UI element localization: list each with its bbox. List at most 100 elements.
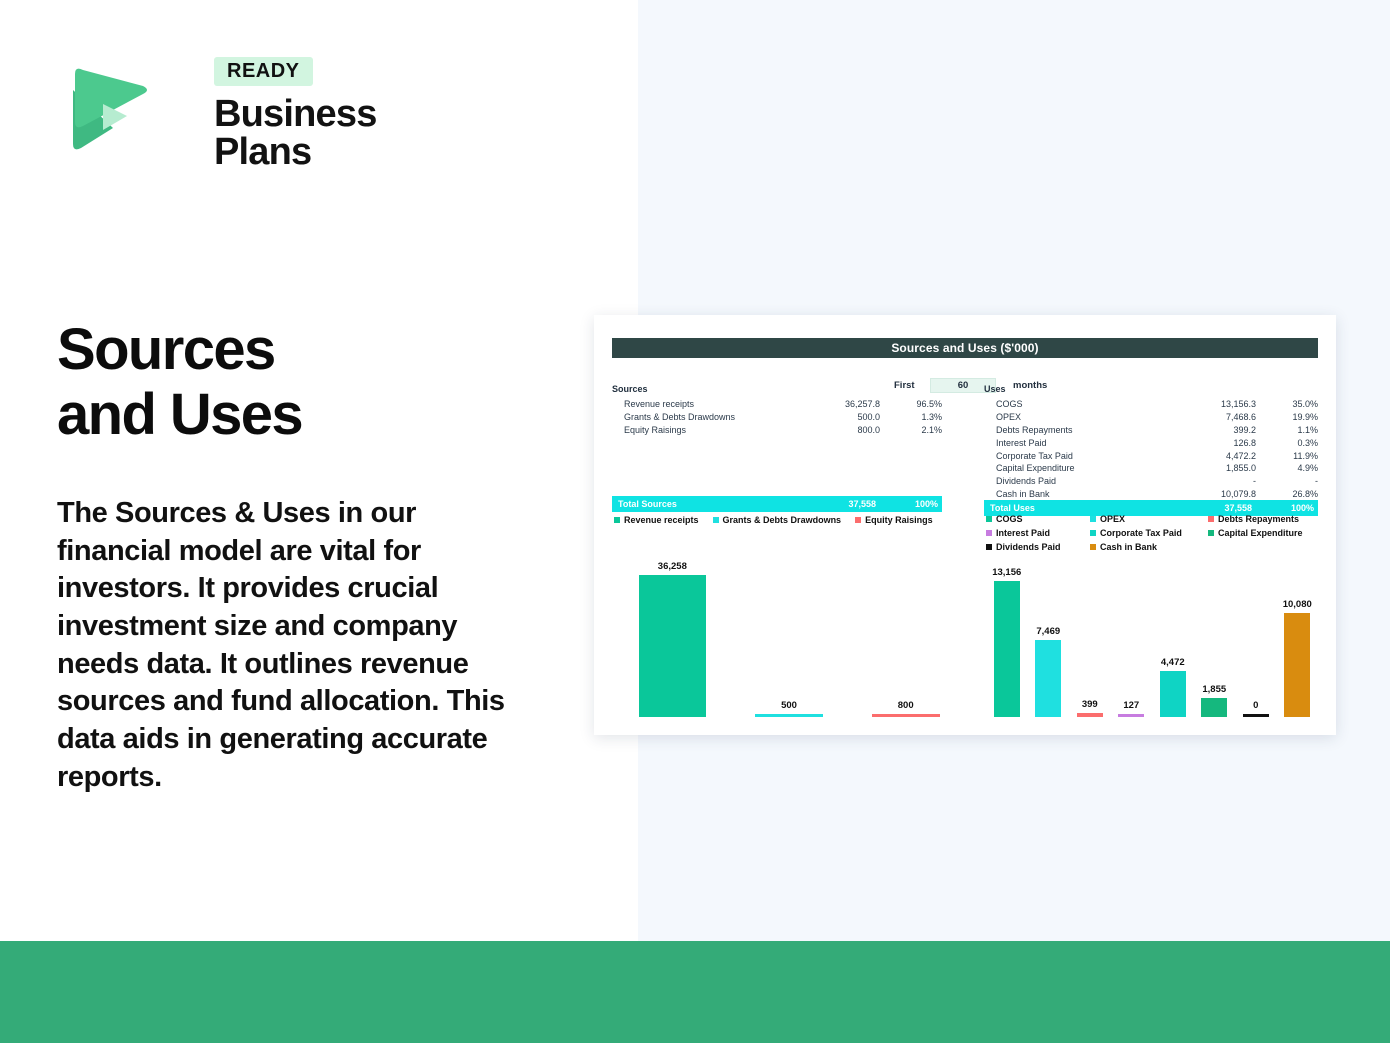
legend-swatch-icon [1090,544,1096,550]
uses-table-body: COGS 13,156.3 35.0% OPEX 7,468.6 19.9% D… [984,398,1318,517]
legend-item[interactable]: Interest Paid [986,528,1090,538]
sheet-title: Sources and Uses ($'000) [612,338,1318,358]
uses-bar-chart: 13,156 7,469 399 127 4,472 1,855 0 10,080 [986,557,1318,717]
legend-item[interactable]: OPEX [1090,514,1208,524]
sources-total-row: Total Sources 37,558 100% [612,496,942,513]
bar-column[interactable]: 10,080 [1277,557,1319,717]
brand-title: Business Plans [214,93,377,173]
legend-label: COGS [996,514,1023,524]
table-row: Grants & Debts Drawdowns 500.0 1.3% [624,412,942,423]
uses-table: Uses COGS 13,156.3 35.0% OPEX 7,468.6 19… [984,384,1318,517]
bar-value-label: 10,080 [1282,599,1312,610]
bar-value-label: 127 [1123,700,1140,711]
bar-column[interactable]: 127 [1111,557,1153,717]
table-row: COGS 13,156.3 35.0% [996,399,1318,410]
bar[interactable] [871,714,940,717]
spacer-cell [612,436,942,496]
bar-column[interactable]: 36,258 [614,557,731,717]
bar-column[interactable]: 1,855 [1194,557,1236,717]
bar-value-label: 399 [1081,699,1098,710]
uses-total-row: Total Uses 37,558 100% [984,500,1318,517]
legend-swatch-icon [986,544,992,550]
bar-column[interactable]: 4,472 [1152,557,1194,717]
table-row: Equity Raisings 800.0 2.1% [624,424,942,435]
table-row: OPEX 7,468.6 19.9% [996,412,1318,423]
bar[interactable] [1076,713,1103,717]
bar-value-label: 13,156 [992,567,1022,578]
table-row: Revenue receipts 36,257.8 96.5% [624,399,942,410]
legend-item[interactable]: Capital Expenditure [1208,528,1320,538]
bar-column[interactable]: 800 [847,557,964,717]
legend-item[interactable]: COGS [986,514,1090,524]
play-triangle-logo-icon [57,60,153,156]
bar-column[interactable]: 7,469 [1028,557,1070,717]
bar-value-label: 1,855 [1202,684,1227,695]
legend-swatch-icon [614,517,620,523]
legend-swatch-icon [1090,516,1096,522]
bar[interactable] [1201,698,1228,717]
bar[interactable] [1118,714,1145,717]
footer-band [0,941,1390,1043]
legend-swatch-icon [712,517,719,523]
bar[interactable] [1159,671,1186,717]
period-selector[interactable]: First 60 months [894,378,1047,393]
legend-item[interactable]: Grants & Debts Drawdowns [712,515,842,525]
legend-swatch-icon [1090,530,1096,536]
legend-swatch-icon [986,530,992,536]
bar-value-label: 0 [1253,700,1259,711]
bar-value-label: 36,258 [657,561,687,572]
uses-table-header: Uses [984,384,1006,394]
bar-column[interactable]: 13,156 [986,557,1028,717]
table-row: Debts Repayments 399.2 1.1% [996,424,1318,435]
legend-label: Cash in Bank [1100,542,1158,552]
bar-value-label: 500 [781,700,797,711]
legend-swatch-icon [986,516,992,522]
ready-badge: READY [214,57,313,86]
brand-text: READY Business Plans [214,57,477,171]
legend-item[interactable]: Dividends Paid [986,542,1090,552]
bar[interactable] [1035,640,1062,717]
body-paragraph: The Sources & Uses in our financial mode… [57,497,505,793]
legend-item[interactable]: Equity Raisings [855,515,933,525]
period-label: First [894,380,915,391]
bar[interactable] [1284,613,1311,717]
legend-swatch-icon [1208,516,1214,522]
spreadsheet-card: Sources and Uses ($'000) First 60 months… [594,315,1336,735]
bar-column[interactable]: 0 [1235,557,1277,717]
sources-table: Sources Revenue receipts 36,257.8 96.5% … [612,384,942,513]
bar-column[interactable]: 500 [731,557,848,717]
legend-label: Debts Repayments [1218,514,1300,524]
legend-item[interactable]: Corporate Tax Paid [1090,528,1208,538]
legend-swatch-icon [855,517,862,523]
legend-label: Revenue receipts [624,515,699,525]
bar-column[interactable]: 399 [1069,557,1111,717]
page-title: Sources and Uses [57,317,577,448]
bar-value-label: 7,469 [1036,626,1061,637]
page-title-line-1: Sources [57,317,276,382]
sources-table-body: Revenue receipts 36,257.8 96.5% Grants &… [612,398,942,513]
bar[interactable] [638,575,707,717]
table-row: Interest Paid 126.8 0.3% [996,437,1318,448]
legend-item[interactable]: Revenue receipts [614,515,699,525]
legend-item[interactable]: Cash in Bank [1090,542,1208,552]
brand-logo[interactable]: READY Business Plans [57,57,477,171]
uses-chart-legend: COGS OPEX Debts Repayments Interest Paid Cor… [986,514,1320,552]
legend-label: Capital Expenditure [1218,528,1303,538]
legend-label: Grants & Debts Drawdowns [722,515,842,525]
legend-label: OPEX [1100,514,1126,524]
sources-bar-chart: 36,258 500 800 [614,557,964,717]
table-row: Corporate Tax Paid 4,472.2 11.9% [996,450,1318,461]
period-unit-label: months [1013,380,1048,391]
period-months-input[interactable]: 60 [930,378,996,393]
sources-chart-legend: Revenue receipts Grants & Debts Drawdowns… [614,515,964,525]
table-row: Cash in Bank 10,079.8 26.8% [996,488,1318,499]
table-row: Capital Expenditure 1,855.0 4.9% [996,463,1318,474]
bar[interactable] [1242,714,1269,717]
table-row: Dividends Paid - - [996,476,1318,487]
bar[interactable] [993,581,1020,717]
legend-label: Interest Paid [996,528,1051,538]
bar[interactable] [755,714,823,717]
legend-item[interactable]: Debts Repayments [1208,514,1320,524]
bar-value-label: 4,472 [1160,657,1185,668]
